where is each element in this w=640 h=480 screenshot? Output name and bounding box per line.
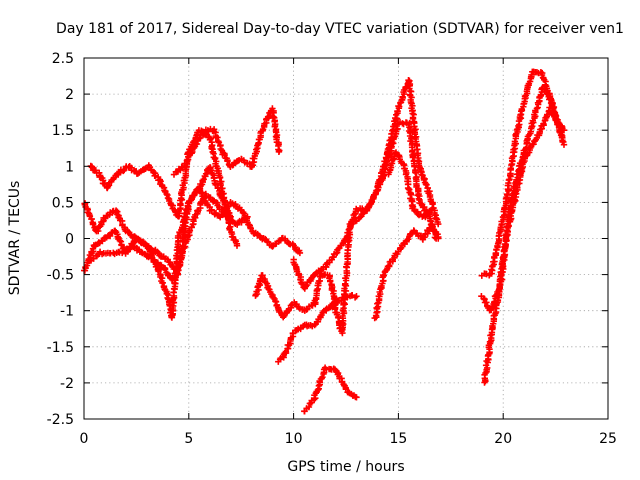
data-point [435,235,442,242]
data-point [333,250,340,257]
y-tick-label: 1.5 [52,123,74,139]
data-point [560,141,568,148]
x-tick-labels: 0 5 10 15 20 25 [80,431,617,447]
y-tick-label: -0.5 [47,268,74,284]
data-point [144,252,151,260]
x-tick-label: 5 [184,431,193,447]
series-arc-4 [87,127,241,249]
data-point [305,403,313,411]
x-axis-label: GPS time / hours [287,459,404,475]
y-tick-label: 0 [65,232,74,248]
data-point [396,103,403,110]
data-point [314,386,322,394]
data-points [81,68,568,415]
data-point [88,215,95,223]
series-arc-11 [385,149,436,221]
data-point [353,394,360,401]
data-point [106,232,114,240]
data-point [423,181,430,188]
data-point [547,95,554,102]
data-point [342,280,349,287]
y-tick-label: -2 [60,376,74,392]
data-point [503,191,511,198]
x-tick-label: 0 [80,431,89,447]
data-point [407,88,415,95]
data-point [172,272,179,279]
data-point [270,294,277,301]
data-point [193,140,201,148]
series-arc-13 [481,84,566,386]
data-point [482,369,489,377]
data-point [179,248,186,255]
series-arc-10 [371,221,442,322]
x-tick-label: 20 [494,431,512,447]
data-point [275,148,283,156]
axis-ticks [83,57,609,420]
data-point [119,249,126,256]
data-point [483,299,490,306]
data-point [159,279,166,286]
data-point [415,195,422,202]
data-point [505,222,512,229]
data-point [131,233,138,240]
data-point [551,113,558,120]
data-point [389,127,396,134]
data-point [296,249,304,257]
data-point [224,213,231,220]
y-tick-labels: 2.5 2 1.5 1 0.5 0 -0.5 -1 -1.5 -2 -2.5 [47,51,74,428]
data-point [186,227,194,234]
data-point [428,206,436,213]
y-tick-label: 2.5 [52,51,74,67]
data-point [168,275,175,282]
series-arc-9 [290,77,442,292]
y-tick-label: 1 [65,159,74,175]
data-point [493,291,500,299]
y-tick-label: -1.5 [47,340,74,356]
x-tick-label: 25 [599,431,617,447]
data-point [253,146,260,153]
data-point [427,207,435,214]
data-point [353,293,360,300]
y-tick-label: -1 [60,304,74,320]
series-arc-14 [478,104,568,314]
data-point [199,177,206,184]
series-arc-6 [252,270,360,321]
data-point [188,224,195,231]
data-point [244,213,251,221]
x-tick-label: 10 [285,431,303,447]
data-point [233,242,241,249]
data-point [419,172,426,179]
y-tick-label: 0.5 [52,195,74,211]
y-tick-label: 2 [65,87,74,103]
data-point [287,302,295,309]
chart-title: Day 181 of 2017, Sidereal Day-to-day VTE… [56,21,624,37]
data-point [409,154,417,161]
data-point [319,374,326,381]
y-axis-label: SDTVAR / TECUs [7,181,23,296]
data-point [161,266,169,273]
y-tick-label: -2.5 [47,412,74,428]
data-point [346,223,354,230]
data-point [374,300,381,307]
data-point [116,237,123,244]
data-point [104,183,112,190]
x-tick-label: 15 [389,431,407,447]
data-point [366,200,374,208]
series-arc-8 [301,364,360,415]
series-arc-5 [170,105,283,178]
data-point [435,220,442,228]
